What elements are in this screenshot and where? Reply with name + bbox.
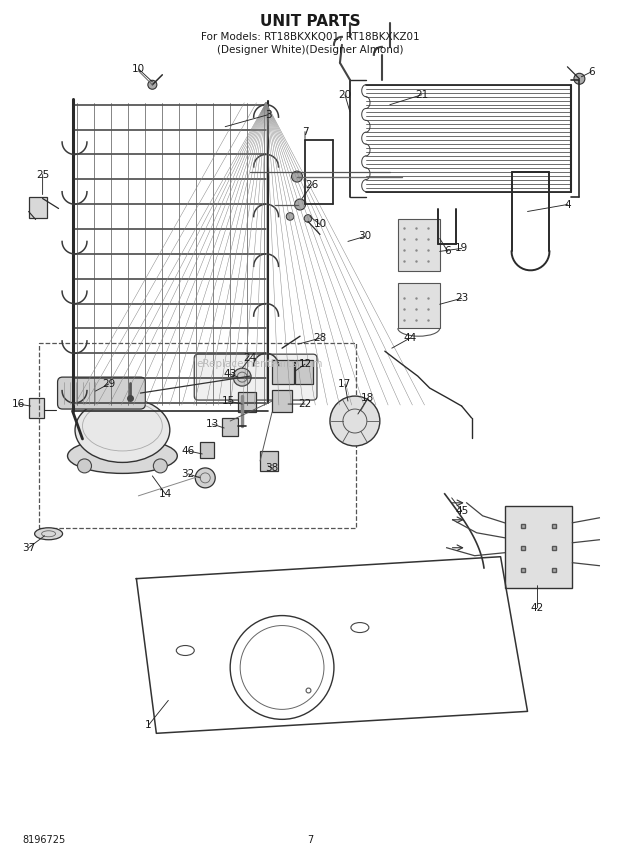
Bar <box>200 442 215 458</box>
Ellipse shape <box>75 397 170 462</box>
Bar <box>295 360 313 384</box>
Bar <box>222 418 238 436</box>
Text: 6: 6 <box>588 67 595 77</box>
Bar <box>398 283 440 328</box>
Text: 45: 45 <box>455 506 468 516</box>
Text: 14: 14 <box>159 489 172 499</box>
Bar <box>272 390 292 412</box>
FancyBboxPatch shape <box>58 377 145 409</box>
Text: 7: 7 <box>307 835 313 845</box>
Bar <box>38 343 356 528</box>
Text: 4: 4 <box>564 199 571 210</box>
Text: 44: 44 <box>403 333 417 343</box>
Text: 29: 29 <box>102 379 115 389</box>
Text: 10: 10 <box>314 219 327 229</box>
Text: (Designer White)(Designer Almond): (Designer White)(Designer Almond) <box>217 45 403 55</box>
Text: eReplacementParts.com: eReplacementParts.com <box>197 360 324 369</box>
Text: 10: 10 <box>132 64 145 74</box>
Text: 6: 6 <box>445 247 451 257</box>
Text: 17: 17 <box>339 379 352 389</box>
Text: 8196725: 8196725 <box>23 835 66 845</box>
Text: 28: 28 <box>313 333 327 343</box>
Circle shape <box>294 199 306 210</box>
Circle shape <box>195 468 215 488</box>
Text: 24: 24 <box>244 354 257 363</box>
Circle shape <box>148 80 157 89</box>
Text: 30: 30 <box>358 231 371 241</box>
Bar <box>238 392 256 412</box>
Text: 12: 12 <box>298 360 312 369</box>
Text: 21: 21 <box>415 90 428 100</box>
Text: 32: 32 <box>182 469 195 479</box>
FancyBboxPatch shape <box>194 354 317 400</box>
Text: 25: 25 <box>36 169 49 180</box>
Text: 15: 15 <box>221 396 235 406</box>
Text: 18: 18 <box>361 393 374 403</box>
Text: 37: 37 <box>22 543 35 553</box>
Text: 46: 46 <box>182 446 195 456</box>
Bar <box>29 398 43 418</box>
Bar <box>398 219 440 271</box>
Text: 13: 13 <box>206 419 219 429</box>
Bar <box>272 360 294 384</box>
Text: 1: 1 <box>145 721 152 730</box>
Text: 42: 42 <box>531 603 544 613</box>
Text: 19: 19 <box>455 243 468 253</box>
Circle shape <box>574 74 585 84</box>
Text: 26: 26 <box>306 180 319 189</box>
Text: For Models: RT18BKXKQ01, RT18BKXKZ01: For Models: RT18BKXKQ01, RT18BKXKZ01 <box>201 32 419 42</box>
Text: UNIT PARTS: UNIT PARTS <box>260 15 360 29</box>
Bar <box>29 197 46 218</box>
Text: 22: 22 <box>298 399 312 409</box>
Circle shape <box>286 212 294 220</box>
Text: 20: 20 <box>339 90 352 100</box>
Circle shape <box>233 368 251 386</box>
Circle shape <box>291 171 303 182</box>
Text: 3: 3 <box>265 110 272 120</box>
Bar <box>505 506 572 587</box>
Text: 16: 16 <box>12 399 25 409</box>
Text: 23: 23 <box>455 294 468 303</box>
Circle shape <box>153 459 167 473</box>
Bar <box>260 451 278 471</box>
Ellipse shape <box>68 438 177 473</box>
Circle shape <box>330 396 380 446</box>
Text: 43: 43 <box>224 369 237 379</box>
Text: 38: 38 <box>265 463 279 473</box>
Text: 7: 7 <box>302 127 308 137</box>
Ellipse shape <box>35 528 63 540</box>
Circle shape <box>304 215 312 223</box>
Circle shape <box>78 459 92 473</box>
